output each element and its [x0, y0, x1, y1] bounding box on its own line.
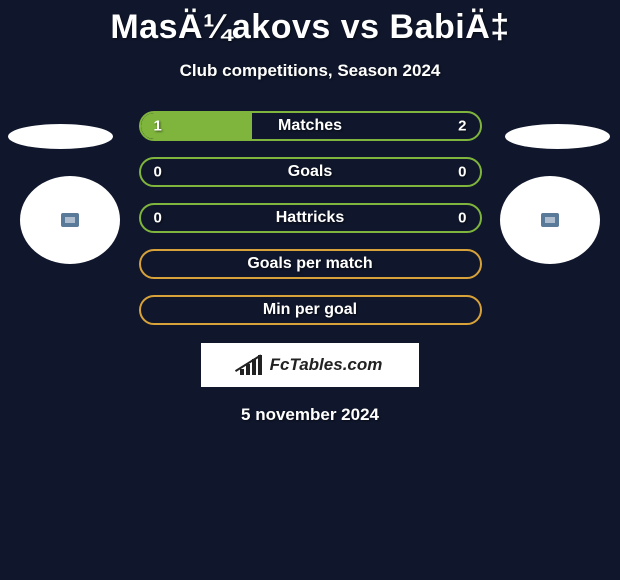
footer-date: 5 november 2024 — [0, 405, 620, 425]
stat-label: Goals per match — [141, 255, 480, 273]
stat-value-right: 0 — [458, 210, 466, 227]
stat-value-right: 0 — [458, 164, 466, 181]
player-avatar-right — [500, 176, 600, 264]
page-title: MasÄ¼akovs vs BabiÄ‡ — [0, 0, 620, 47]
stat-label: Matches — [141, 117, 480, 135]
subtitle: Club competitions, Season 2024 — [0, 61, 620, 81]
stat-value-right: 2 — [458, 118, 466, 135]
stats-container: 1Matches20Goals00Hattricks0Goals per mat… — [139, 111, 482, 325]
country-flag-left — [8, 124, 113, 149]
brand-card[interactable]: FcTables.com — [201, 343, 419, 387]
country-flag-right — [505, 124, 610, 149]
stat-row-goals: 0Goals0 — [139, 157, 482, 187]
player-avatar-left — [20, 176, 120, 264]
stat-label: Goals — [141, 163, 480, 181]
stat-row-goals-per-match: Goals per match — [139, 249, 482, 279]
stat-label: Min per goal — [141, 301, 480, 319]
stat-row-matches: 1Matches2 — [139, 111, 482, 141]
stat-row-hattricks: 0Hattricks0 — [139, 203, 482, 233]
brand-bars-icon — [238, 355, 264, 375]
stat-row-min-per-goal: Min per goal — [139, 295, 482, 325]
stat-label: Hattricks — [141, 209, 480, 227]
brand-text: FcTables.com — [270, 355, 383, 375]
